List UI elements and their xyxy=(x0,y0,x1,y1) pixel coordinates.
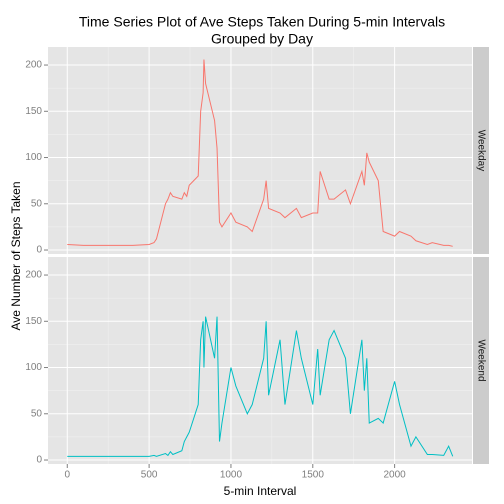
y-tick-label: 100 xyxy=(25,362,42,373)
x-tick-label: 500 xyxy=(141,470,158,481)
chart-title: Time Series Plot of Ave Steps Taken Duri… xyxy=(79,14,445,30)
strip-label: Weekday xyxy=(475,130,486,172)
data-line xyxy=(67,316,454,457)
x-tick-label: 0 xyxy=(64,470,70,481)
chart-title: Grouped by Day xyxy=(211,31,313,47)
x-axis-label: 5-min Interval xyxy=(224,484,297,498)
x-tick-label: 1000 xyxy=(220,470,243,481)
strip-background xyxy=(473,47,489,254)
strip-background xyxy=(473,257,489,464)
y-tick-label: 150 xyxy=(25,106,42,117)
y-tick-label: 200 xyxy=(25,60,42,71)
panel-background xyxy=(48,47,472,254)
y-axis-label: Ave Number of Steps Taken xyxy=(9,182,23,331)
y-tick-label: 50 xyxy=(31,198,43,209)
y-tick-label: 50 xyxy=(31,408,43,419)
x-tick-label: 1500 xyxy=(302,470,325,481)
y-tick-label: 200 xyxy=(25,270,42,281)
panel-background xyxy=(48,257,472,464)
y-tick-label: 100 xyxy=(25,152,42,163)
y-tick-label: 0 xyxy=(36,245,42,256)
y-tick-label: 150 xyxy=(25,316,42,327)
strip-label: Weekend xyxy=(475,339,486,381)
y-tick-label: 0 xyxy=(36,455,42,466)
data-line xyxy=(67,59,453,247)
x-tick-label: 2000 xyxy=(383,470,406,481)
